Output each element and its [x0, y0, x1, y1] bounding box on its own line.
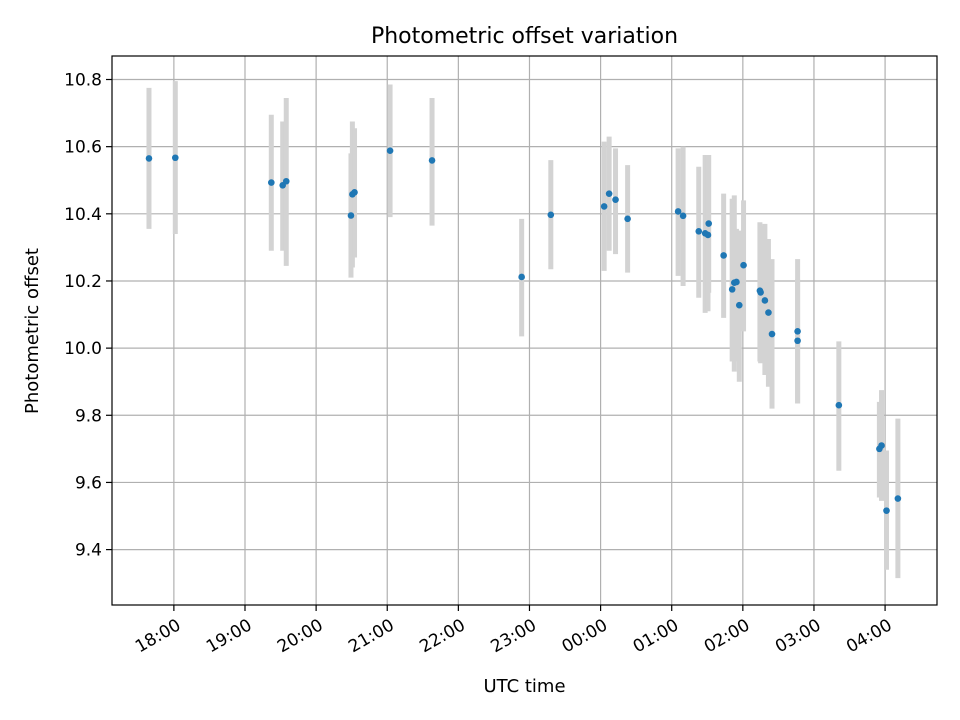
data-point — [145, 155, 153, 162]
y-tick-label: 10.6 — [64, 138, 102, 158]
data-point — [720, 252, 727, 259]
data-point — [883, 507, 890, 514]
data-point — [761, 297, 769, 304]
data-point — [347, 212, 355, 219]
data-point — [894, 495, 902, 502]
data-points — [145, 147, 902, 514]
data-point — [282, 177, 290, 185]
y-tick-label: 10.4 — [64, 205, 102, 225]
data-point — [878, 442, 885, 449]
data-point — [768, 330, 776, 338]
y-tick-label: 9.6 — [75, 473, 102, 493]
y-axis-ticks: 9.4 9.6 9.8 10.0 10.2 10.4 10.6 10.8 — [64, 71, 112, 561]
data-point — [600, 203, 608, 210]
data-point — [171, 154, 179, 162]
y-tick-label: 9.4 — [75, 541, 102, 561]
data-point — [386, 147, 394, 154]
data-point — [757, 289, 764, 296]
data-point — [728, 286, 736, 293]
y-axis-label: Photometric offset — [22, 248, 43, 414]
data-point — [794, 328, 801, 335]
data-point — [835, 401, 843, 409]
data-point — [351, 189, 358, 196]
data-point — [765, 309, 772, 316]
data-point — [740, 261, 747, 269]
data-point — [733, 278, 740, 286]
x-axis-label: UTC time — [483, 676, 565, 697]
data-point — [679, 212, 687, 220]
data-point — [612, 196, 619, 204]
data-point — [705, 220, 713, 227]
data-point — [428, 157, 436, 164]
data-point — [268, 179, 275, 186]
plot-frame — [111, 55, 938, 606]
y-tick-label: 10.8 — [64, 71, 102, 91]
grid-lines — [112, 56, 937, 605]
data-point — [695, 227, 703, 235]
data-point — [605, 190, 613, 197]
chart-title: Photometric offset variation — [371, 24, 678, 49]
data-point — [794, 337, 801, 345]
data-point — [624, 215, 631, 223]
data-point — [674, 208, 682, 215]
y-tick-label: 10.2 — [64, 272, 102, 292]
data-point — [704, 231, 712, 239]
data-point — [735, 301, 743, 309]
y-tick-label: 9.8 — [75, 406, 102, 426]
data-point — [547, 211, 555, 219]
y-tick-label: 10.0 — [64, 339, 102, 359]
data-point — [518, 273, 525, 281]
